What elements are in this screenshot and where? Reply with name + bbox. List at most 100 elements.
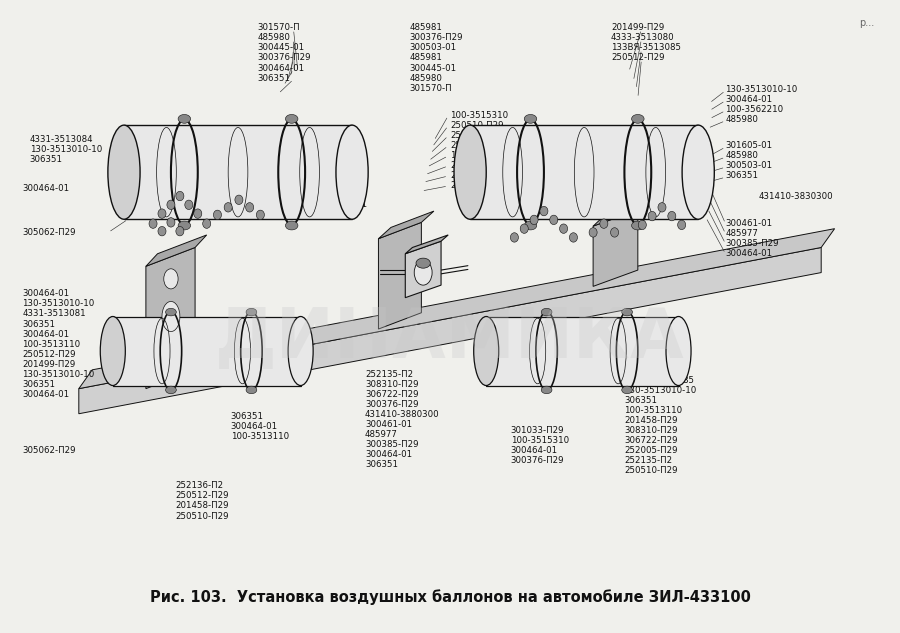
Ellipse shape xyxy=(454,125,486,219)
Text: 300464-01: 300464-01 xyxy=(725,249,772,258)
Text: 485981: 485981 xyxy=(410,54,443,63)
Text: 100-3513110: 100-3513110 xyxy=(231,432,289,441)
Text: 300464-01: 300464-01 xyxy=(22,289,69,298)
Text: 130-3513010-10: 130-3513010-10 xyxy=(625,386,697,395)
Text: 306351: 306351 xyxy=(22,380,56,389)
Ellipse shape xyxy=(632,221,644,230)
Text: 252136-П2: 252136-П2 xyxy=(176,482,223,491)
Polygon shape xyxy=(378,211,434,239)
Text: 300464-01: 300464-01 xyxy=(22,184,69,193)
Text: 130-3513010-10: 130-3513010-10 xyxy=(22,370,94,379)
Polygon shape xyxy=(470,125,698,219)
Text: 250512-П29: 250512-П29 xyxy=(611,54,664,63)
Text: 250510-П29: 250510-П29 xyxy=(625,467,678,475)
Ellipse shape xyxy=(166,200,175,210)
Text: 300445-01: 300445-01 xyxy=(257,44,305,53)
Ellipse shape xyxy=(682,125,715,219)
Ellipse shape xyxy=(202,219,211,229)
Ellipse shape xyxy=(632,115,644,123)
Ellipse shape xyxy=(666,316,691,385)
Ellipse shape xyxy=(100,316,125,385)
Ellipse shape xyxy=(184,200,193,210)
Polygon shape xyxy=(112,316,301,385)
Ellipse shape xyxy=(108,125,140,219)
Text: 300445-01: 300445-01 xyxy=(410,63,457,73)
Text: 130-3560040: 130-3560040 xyxy=(450,151,508,160)
Ellipse shape xyxy=(285,221,298,230)
Ellipse shape xyxy=(235,195,243,204)
Text: 250510-П29: 250510-П29 xyxy=(176,511,229,520)
Text: 431410-3830300: 431410-3830300 xyxy=(759,192,833,201)
Text: 485981: 485981 xyxy=(410,23,443,32)
Text: 305062-П29: 305062-П29 xyxy=(22,228,76,237)
Text: 4331-3513084: 4331-3513084 xyxy=(30,135,94,144)
Ellipse shape xyxy=(246,386,256,394)
Ellipse shape xyxy=(530,215,538,225)
Text: 306351: 306351 xyxy=(725,172,759,180)
Ellipse shape xyxy=(590,228,597,237)
Ellipse shape xyxy=(540,206,548,216)
Polygon shape xyxy=(378,222,421,329)
Text: Рис. 103.  Установка воздушных баллонов на автомобиле ЗИЛ-433100: Рис. 103. Установка воздушных баллонов н… xyxy=(149,590,751,605)
Text: 485980: 485980 xyxy=(725,115,759,124)
Text: 300464-01: 300464-01 xyxy=(257,63,305,73)
Polygon shape xyxy=(593,200,649,226)
Text: 300503-01: 300503-01 xyxy=(725,161,772,170)
Ellipse shape xyxy=(158,227,166,236)
Text: 485977: 485977 xyxy=(365,430,398,439)
Text: 133ВЯ-3513085: 133ВЯ-3513085 xyxy=(611,44,681,53)
Polygon shape xyxy=(486,316,679,385)
Text: 300503-01: 300503-01 xyxy=(410,44,457,53)
Text: 485977: 485977 xyxy=(725,229,759,238)
Text: 201458-П29: 201458-П29 xyxy=(176,501,229,510)
Ellipse shape xyxy=(162,301,180,332)
Polygon shape xyxy=(593,210,638,286)
Ellipse shape xyxy=(166,308,176,316)
Ellipse shape xyxy=(622,386,633,394)
Ellipse shape xyxy=(213,210,221,220)
Text: 300464-01: 300464-01 xyxy=(725,95,772,104)
Text: 252005-П29: 252005-П29 xyxy=(450,141,503,150)
Ellipse shape xyxy=(246,203,254,212)
Ellipse shape xyxy=(288,316,313,385)
Ellipse shape xyxy=(194,209,202,218)
Text: 306351: 306351 xyxy=(625,396,657,405)
Text: 305062-П29: 305062-П29 xyxy=(22,446,76,455)
Text: 306722-П29: 306722-П29 xyxy=(365,390,418,399)
Ellipse shape xyxy=(599,219,608,229)
Text: 130-3513010-10: 130-3513010-10 xyxy=(725,85,797,94)
Text: 4333-3513080: 4333-3513080 xyxy=(625,366,688,375)
Text: 100-3515310: 100-3515310 xyxy=(450,111,508,120)
Text: 300461-01: 300461-01 xyxy=(725,219,772,228)
Ellipse shape xyxy=(158,209,166,218)
Text: 252136-П2: 252136-П2 xyxy=(450,172,498,180)
Ellipse shape xyxy=(622,308,633,316)
Ellipse shape xyxy=(224,203,232,212)
Text: 301033-П29: 301033-П29 xyxy=(511,426,564,436)
Text: 4331-3513081: 4331-3513081 xyxy=(22,310,86,318)
Text: 130-3513010-10: 130-3513010-10 xyxy=(22,299,94,308)
Polygon shape xyxy=(79,229,834,389)
Ellipse shape xyxy=(560,224,568,234)
Ellipse shape xyxy=(178,115,191,123)
Ellipse shape xyxy=(570,233,578,242)
Text: 100-3515310: 100-3515310 xyxy=(511,436,569,445)
Ellipse shape xyxy=(524,221,536,230)
Ellipse shape xyxy=(256,210,265,220)
Ellipse shape xyxy=(178,221,191,230)
Text: 201499-П29: 201499-П29 xyxy=(611,23,664,32)
Text: 300464-01: 300464-01 xyxy=(231,422,278,432)
Text: 308310-П29: 308310-П29 xyxy=(365,380,418,389)
Ellipse shape xyxy=(166,386,176,394)
Ellipse shape xyxy=(510,233,518,242)
Text: 300376-П29: 300376-П29 xyxy=(365,400,418,409)
Ellipse shape xyxy=(176,191,184,201)
Ellipse shape xyxy=(285,115,298,123)
Ellipse shape xyxy=(524,115,536,123)
Text: р...: р... xyxy=(860,18,875,28)
Ellipse shape xyxy=(414,260,432,285)
Text: 306351: 306351 xyxy=(365,460,398,469)
Text: 252135-П2: 252135-П2 xyxy=(450,131,498,141)
Ellipse shape xyxy=(416,258,430,268)
Text: 300464-01: 300464-01 xyxy=(320,200,367,210)
